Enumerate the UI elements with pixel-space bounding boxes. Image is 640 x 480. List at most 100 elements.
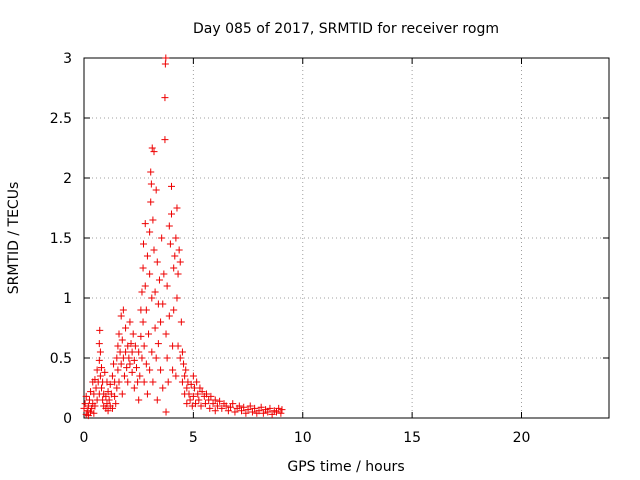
data-point xyxy=(143,252,151,260)
x-tick-label: 5 xyxy=(189,430,198,446)
data-point xyxy=(123,364,131,372)
axis-ticks xyxy=(83,57,609,419)
data-point xyxy=(224,407,232,415)
data-point xyxy=(178,348,186,356)
data-point xyxy=(96,326,104,334)
data-point xyxy=(145,330,153,338)
data-point xyxy=(104,407,112,415)
data-point xyxy=(162,54,170,62)
data-point xyxy=(98,364,105,372)
data-point xyxy=(168,210,175,218)
data-point xyxy=(229,400,237,408)
data-point xyxy=(227,403,235,411)
data-point xyxy=(151,324,159,332)
data-point xyxy=(235,402,243,410)
data-point xyxy=(242,409,250,417)
data-point xyxy=(213,402,221,410)
data-point xyxy=(194,390,202,398)
data-point xyxy=(183,400,191,408)
data-point xyxy=(118,390,126,398)
data-point xyxy=(128,368,136,376)
data-point xyxy=(248,408,256,416)
data-point xyxy=(91,402,99,410)
data-point xyxy=(105,396,113,404)
data-point xyxy=(148,294,156,302)
data-point xyxy=(176,258,184,266)
data-point xyxy=(119,306,127,314)
data-point xyxy=(124,378,132,386)
data-point xyxy=(161,94,169,102)
data-point xyxy=(181,372,189,380)
data-point xyxy=(180,360,188,368)
y-tick-label: 0 xyxy=(63,411,72,427)
data-point xyxy=(108,404,116,412)
data-point xyxy=(278,406,286,414)
data-point xyxy=(257,403,265,411)
data-point xyxy=(189,372,197,380)
data-point xyxy=(128,348,136,356)
data-point xyxy=(171,252,179,260)
data-point xyxy=(146,228,154,236)
data-point xyxy=(175,246,183,254)
data-point xyxy=(246,402,254,410)
data-point xyxy=(85,396,93,404)
data-point xyxy=(150,246,158,254)
x-tick-label: 10 xyxy=(294,430,312,446)
data-point xyxy=(82,392,90,400)
x-tick-label: 0 xyxy=(80,430,89,446)
data-point xyxy=(177,318,185,326)
data-point xyxy=(139,264,147,272)
data-point xyxy=(197,402,205,410)
data-point xyxy=(129,330,137,338)
data-point xyxy=(162,408,170,416)
data-point xyxy=(143,390,151,398)
data-point xyxy=(147,180,155,188)
y-tick-label: 2.5 xyxy=(50,111,72,127)
data-point xyxy=(155,276,163,284)
data-point xyxy=(139,318,147,326)
data-point xyxy=(153,258,161,266)
data-point xyxy=(90,409,98,417)
data-point xyxy=(201,400,209,408)
data-point xyxy=(275,404,283,412)
data-point xyxy=(125,354,133,362)
data-point xyxy=(173,204,181,212)
data-point xyxy=(163,282,171,290)
data-point xyxy=(84,412,92,420)
data-point xyxy=(173,294,181,302)
data-point xyxy=(122,324,130,332)
data-point xyxy=(87,408,95,416)
data-point xyxy=(141,282,149,290)
data-point xyxy=(168,182,175,190)
data-point xyxy=(266,404,274,412)
data-point xyxy=(96,348,104,356)
data-point xyxy=(161,136,169,144)
data-point xyxy=(211,396,219,404)
data-point xyxy=(149,216,157,224)
data-point xyxy=(207,392,215,400)
data-point xyxy=(163,354,171,362)
data-point xyxy=(255,407,263,415)
data-point xyxy=(114,342,122,350)
data-point xyxy=(115,378,123,386)
data-point xyxy=(147,198,155,206)
data-point xyxy=(131,342,139,350)
data-point xyxy=(185,390,193,398)
data-point xyxy=(138,354,146,362)
data-point xyxy=(146,366,154,374)
data-point xyxy=(164,378,172,386)
data-point xyxy=(203,390,210,398)
data-point xyxy=(165,222,173,230)
data-point xyxy=(93,366,101,374)
data-point xyxy=(198,388,206,396)
data-point xyxy=(101,368,109,376)
data-point xyxy=(113,384,121,392)
data-point xyxy=(147,168,155,176)
data-point xyxy=(161,60,169,68)
data-point xyxy=(195,396,203,404)
data-point xyxy=(165,312,173,320)
data-point xyxy=(273,408,280,416)
data-point xyxy=(216,397,224,405)
data-point xyxy=(137,332,145,340)
